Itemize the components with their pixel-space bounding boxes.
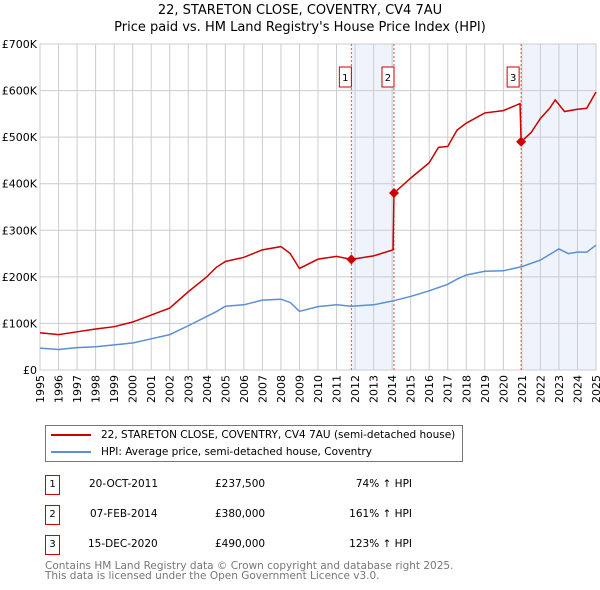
legend-label: 22, STARETON CLOSE, COVENTRY, CV4 7AU (s… (101, 429, 456, 441)
x-tick-label: 2003 (182, 375, 195, 403)
x-tick-label: 2022 (534, 375, 547, 403)
chart-subtitle: Price paid vs. HM Land Registry's House … (114, 20, 486, 35)
legend-item-hpi: HPI: Average price, semi-detached house,… (51, 444, 372, 460)
y-tick-label: £100K (2, 317, 38, 330)
hpi-line (39, 244, 597, 351)
x-tick-label: 1999 (108, 375, 121, 403)
sale-label-box (381, 66, 395, 88)
legend-label: HPI: Average price, semi-detached house,… (101, 446, 372, 458)
price-chart: 1995 1996 1997 1998 1999 2000 2001 2002 2003 2004… (2, 38, 600, 403)
x-tick-label: 2021 (516, 375, 529, 403)
legend-item-property: 22, STARETON CLOSE, COVENTRY, CV4 7AU (s… (51, 427, 455, 443)
y-tick-label: £300K (2, 224, 38, 237)
x-tick-label: 2013 (368, 375, 381, 403)
sale-hpi: 123% ↑ HPI (349, 538, 412, 550)
sale-point (388, 188, 399, 199)
sale-price: £490,000 (215, 538, 266, 550)
sale-label: 2 (385, 73, 391, 84)
x-tick-label: 2019 (479, 375, 492, 403)
y-tick-label: £200K (2, 271, 38, 284)
legend-swatch-blue (51, 451, 91, 453)
legend: 22, STARETON CLOSE, COVENTRY, CV4 7AU (s… (45, 425, 463, 462)
x-tick-label: 2004 (201, 375, 214, 403)
sale-price: £380,000 (215, 508, 266, 520)
y-tick-label: £600K (2, 85, 38, 98)
x-tick-label: 2023 (553, 375, 566, 403)
sale-date: 20-OCT-2011 (89, 478, 158, 490)
sale-marker: 1 (45, 475, 60, 495)
x-tick-label: 2009 (293, 375, 306, 403)
x-tick-label: 1998 (90, 375, 103, 403)
x-tick-label: 2017 (442, 375, 455, 403)
x-tick-label: 2000 (127, 375, 140, 403)
x-tick-label: 1996 (53, 375, 66, 403)
x-tick-label: 1997 (71, 375, 84, 403)
x-tick-label: 2002 (164, 375, 177, 403)
x-tick-label: 2008 (275, 375, 288, 403)
sale-label-box (506, 66, 520, 88)
x-tick-label: 1995 (34, 375, 47, 403)
x-tick-label: 2018 (460, 375, 473, 403)
property-line (39, 91, 597, 336)
x-tick-label: 2005 (219, 375, 232, 403)
plot-frame (39, 43, 597, 371)
x-tick-label: 2011 (331, 375, 344, 403)
x-tick-label: 2001 (145, 375, 158, 403)
x-tick-label: 2012 (349, 375, 362, 403)
footer-copyright: Contains HM Land Registry data © Crown c… (45, 560, 454, 572)
x-tick-label: 2007 (256, 375, 269, 403)
sale-point (346, 254, 357, 265)
sale-row: 3 15-DEC-2020 £490,000 123% ↑ HPI (45, 535, 465, 555)
y-tick-label: £0 (23, 364, 37, 377)
y-tick-label: £500K (2, 131, 38, 144)
x-tick-label: 2016 (423, 375, 436, 403)
x-tick-label: 2020 (497, 375, 510, 403)
sale-label-box (338, 66, 352, 88)
sale-label: 3 (510, 73, 516, 84)
x-tick-label: 2015 (405, 375, 418, 403)
sale-row: 2 07-FEB-2014 £380,000 161% ↑ HPI (45, 505, 465, 525)
chart-title: 22, STARETON CLOSE, COVENTRY, CV4 7AU (157, 3, 443, 18)
shaded-range (351, 44, 394, 370)
y-tick-label: £400K (2, 178, 38, 191)
sale-date: 07-FEB-2014 (90, 508, 158, 520)
sale-hpi: 161% ↑ HPI (349, 508, 412, 520)
sale-label: 1 (342, 73, 348, 84)
sale-price: £237,500 (215, 478, 266, 490)
sale-date: 15-DEC-2020 (88, 538, 158, 550)
x-tick-label: 2010 (312, 375, 325, 403)
sale-point (516, 136, 527, 147)
footer-licence: This data is licensed under the Open Gov… (45, 570, 380, 582)
sale-row: 1 20-OCT-2011 £237,500 74% ↑ HPI (45, 475, 465, 495)
sale-marker: 2 (45, 505, 60, 525)
x-tick-label: 2014 (386, 375, 399, 403)
x-tick-label: 2006 (238, 375, 251, 403)
sale-marker: 3 (45, 535, 60, 555)
sale-hpi: 74% ↑ HPI (355, 478, 412, 490)
x-tick-label: 2025 (590, 375, 600, 403)
y-tick-label: £700K (2, 38, 38, 51)
x-tick-label: 2024 (571, 375, 584, 403)
legend-swatch-red (51, 434, 91, 436)
